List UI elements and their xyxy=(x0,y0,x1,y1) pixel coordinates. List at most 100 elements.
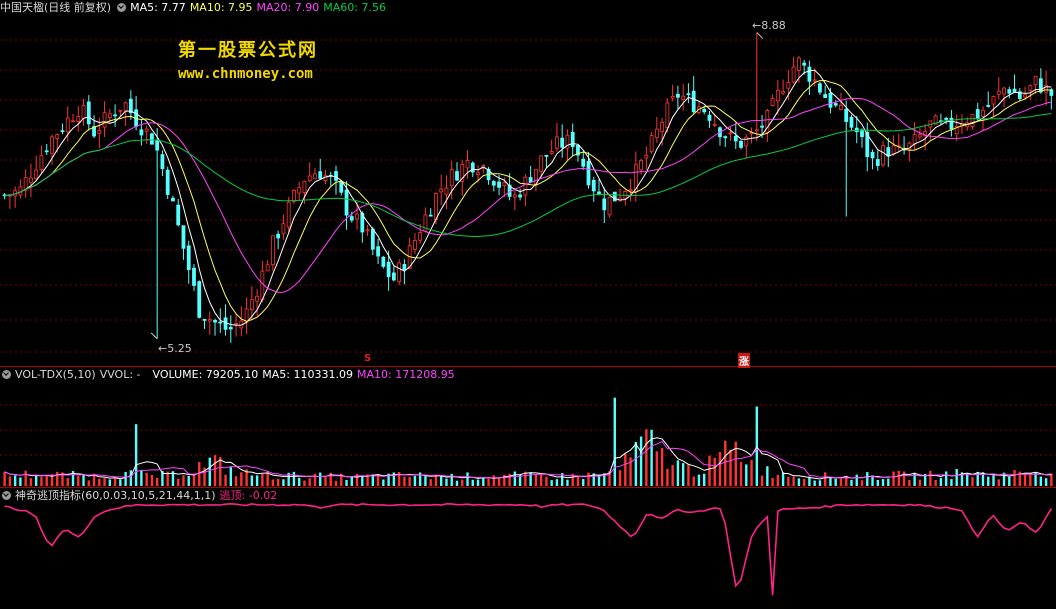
candle-body xyxy=(1044,84,1049,93)
candle-body xyxy=(570,131,575,148)
volume-bar xyxy=(1018,471,1022,486)
volume-bar xyxy=(681,463,685,486)
volume-bar xyxy=(776,474,780,486)
volume-bar xyxy=(892,471,895,486)
volume-bar xyxy=(760,475,764,486)
volume-bar xyxy=(287,472,290,486)
candle-body xyxy=(576,145,580,156)
price-header: 中国天楹(日线 前复权) MA5: 7.77 MA10: 7.95 MA20: 7.9… xyxy=(0,1,390,15)
candle-body xyxy=(649,135,654,152)
candle-body xyxy=(686,93,691,96)
volume-bar xyxy=(829,477,832,486)
volume-bar xyxy=(145,472,148,486)
candle-body xyxy=(865,131,870,158)
volume-bar xyxy=(240,472,243,486)
candle-body xyxy=(712,123,717,126)
volume-bar xyxy=(566,479,569,486)
candle-body xyxy=(518,194,523,198)
volume-bar xyxy=(666,468,669,486)
candle-body xyxy=(791,66,796,83)
volume-bar xyxy=(923,474,927,486)
vol-indicator-name: VOL-TDX(5,10) xyxy=(15,368,96,381)
volume-bar xyxy=(823,472,827,486)
candle-body xyxy=(528,177,533,183)
volume-bar xyxy=(855,474,858,486)
toggle-icon[interactable] xyxy=(2,490,11,500)
candle-body xyxy=(339,180,344,193)
watermark-url: www.chnmoney.com xyxy=(178,66,313,82)
volume-bar xyxy=(508,473,511,486)
candle-body xyxy=(660,122,665,133)
volume-bar xyxy=(255,475,259,486)
candle-body xyxy=(1038,78,1043,93)
volume-bar xyxy=(192,473,196,486)
low-price-annotation: ←5.25 xyxy=(158,342,192,355)
volume-bar xyxy=(371,474,375,486)
volume-bar xyxy=(1013,470,1016,486)
candle-body xyxy=(565,134,570,149)
volume-bar xyxy=(198,462,201,486)
candle-body xyxy=(50,136,54,154)
toggle-icon[interactable] xyxy=(117,2,127,12)
candle-body xyxy=(213,319,217,323)
volume-bar xyxy=(876,479,879,486)
candle-body xyxy=(260,270,265,301)
volume-bar xyxy=(40,477,43,486)
volume-bar xyxy=(324,476,327,486)
volume-bar xyxy=(450,473,453,486)
candle-body xyxy=(765,110,770,133)
candle-body xyxy=(397,262,402,282)
candle-body xyxy=(102,112,107,128)
volume-bar xyxy=(976,471,979,486)
candle-body xyxy=(860,129,864,137)
volume-bar xyxy=(750,460,753,486)
candle-body xyxy=(770,98,775,106)
candle-body xyxy=(349,216,354,221)
volume-bar xyxy=(766,466,769,486)
candle-body xyxy=(123,102,128,112)
volume-bar xyxy=(960,472,964,486)
candle-body xyxy=(807,66,812,82)
candle-body xyxy=(912,134,917,145)
volume-bar xyxy=(734,441,737,486)
volume-bar xyxy=(34,476,38,486)
volume-bar xyxy=(550,480,553,486)
candle-body xyxy=(670,95,675,99)
candle-body xyxy=(891,145,896,155)
candle-body xyxy=(65,117,70,133)
candle-body xyxy=(292,190,296,202)
volume-bar xyxy=(382,479,385,486)
volume-bar xyxy=(650,429,653,486)
candle-body xyxy=(581,158,586,167)
volume-bar xyxy=(161,470,164,486)
vol-ma5-label: MA5: 110331.09 xyxy=(262,368,353,381)
candle-body xyxy=(313,173,317,180)
volume-bar xyxy=(171,471,175,486)
volume-bar xyxy=(771,477,774,486)
candle-body xyxy=(1017,91,1022,99)
volume-bar xyxy=(818,480,822,486)
candle-body xyxy=(844,108,849,122)
candle-body xyxy=(244,308,249,323)
candle-body xyxy=(71,120,75,123)
candle-body xyxy=(139,129,144,136)
volume-bar xyxy=(718,452,722,486)
volume-bar xyxy=(902,471,906,486)
candle-body xyxy=(270,235,275,266)
candle-body xyxy=(970,113,975,127)
candle-body xyxy=(365,229,370,232)
candle-body xyxy=(923,130,928,137)
candle-body xyxy=(55,134,60,139)
volume-bar xyxy=(213,455,217,486)
escape-top-indicator-line xyxy=(4,502,1053,596)
volume-bar xyxy=(571,473,574,486)
volume-bar xyxy=(487,478,490,486)
volume-bar xyxy=(608,471,611,486)
volume-bar xyxy=(692,476,695,486)
volume-bar xyxy=(966,473,969,486)
volume-bar xyxy=(529,472,532,486)
volume-bar xyxy=(703,473,706,486)
volume-bar xyxy=(71,471,75,486)
toggle-icon[interactable] xyxy=(2,369,11,379)
volume-bar xyxy=(92,473,96,486)
